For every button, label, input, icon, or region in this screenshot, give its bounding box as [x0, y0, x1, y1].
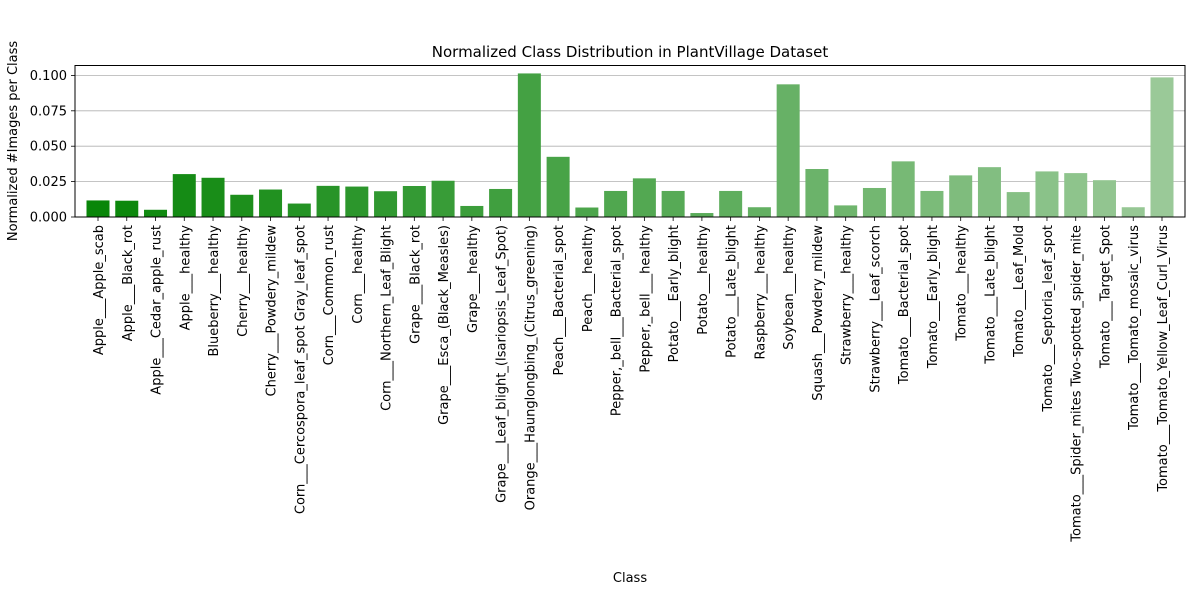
bar — [489, 188, 513, 217]
bar — [259, 189, 283, 217]
x-tick-label: Raspberry___healthy — [753, 225, 768, 360]
bar — [834, 205, 858, 217]
y-axis-label: Normalized #Images per Class — [6, 41, 21, 242]
bar — [747, 207, 771, 217]
bar — [230, 194, 254, 217]
bar — [115, 200, 139, 217]
x-tick-label: Tomato___Bacterial_spot — [897, 225, 912, 385]
x-tick-label: Apple___Black_rot — [121, 225, 136, 341]
x-tick-label: Apple___Apple_scab — [92, 225, 107, 355]
bar — [632, 178, 656, 217]
x-tick-label: Orange___Haunglongbing_(Citrus_greening) — [523, 225, 538, 510]
bar — [460, 205, 484, 217]
bar — [920, 190, 944, 217]
x-tick-label: Grape___Esca_(Black_Measles) — [437, 225, 452, 425]
bar — [345, 186, 369, 217]
bar — [891, 161, 915, 217]
x-tick-label: Potato___healthy — [696, 225, 711, 335]
x-tick-label: Strawberry___Leaf_scorch — [868, 225, 883, 393]
x-tick-label: Potato___Late_blight — [725, 225, 740, 358]
bar — [1035, 171, 1059, 217]
x-tick-label: Cherry___healthy — [236, 225, 251, 337]
x-tick-label: Blueberry___healthy — [207, 225, 222, 357]
bar — [604, 190, 628, 217]
bar — [374, 191, 398, 217]
bar — [172, 174, 196, 217]
bar — [1006, 192, 1030, 217]
x-tick-label: Pepper,_bell___Bacterial_spot — [610, 225, 625, 416]
x-axis-label: Class — [613, 571, 647, 586]
x-tick-label: Apple___Cedar_apple_rust — [150, 225, 165, 395]
bar — [144, 209, 168, 217]
x-tick-label: Apple___healthy — [178, 225, 193, 331]
y-axis: 0.000 0.025 0.050 0.075 0.100 — [30, 69, 75, 226]
x-tick-label: Grape___Black_rot — [408, 225, 423, 344]
bar — [316, 185, 340, 217]
chart-title: Normalized Class Distribution in PlantVi… — [432, 43, 829, 61]
x-tick-label: Tomato___Early_blight — [926, 225, 941, 369]
y-tick-label: 0.000 — [30, 211, 67, 226]
bar — [1092, 180, 1116, 217]
bar — [776, 84, 800, 218]
x-tick-label: Corn___healthy — [351, 225, 366, 324]
bar — [1121, 207, 1145, 217]
bar — [862, 187, 886, 217]
y-tick-label: 0.050 — [30, 140, 67, 155]
x-tick-label: Peach___Bacterial_spot — [552, 225, 567, 375]
x-tick-label: Tomato___Leaf_Mold — [1012, 225, 1027, 358]
y-tick-label: 0.025 — [30, 175, 67, 190]
bar — [661, 190, 685, 217]
x-tick-label: Tomato___Tomato_mosaic_virus — [1127, 225, 1142, 431]
x-tick-label: Tomato___Late_blight — [983, 225, 998, 365]
x-tick-label: Tomato___healthy — [955, 225, 970, 342]
bar — [949, 175, 973, 217]
bar — [517, 73, 541, 217]
x-tick-label: Corn___Common_rust — [322, 225, 337, 365]
bars — [86, 73, 1174, 218]
x-tick-label: Corn___Cercospora_leaf_spot Gray_leaf_sp… — [293, 225, 308, 514]
bar — [431, 180, 455, 217]
x-tick-label: Strawberry___healthy — [840, 225, 855, 365]
x-tick-label: Tomato___Septoria_leaf_spot — [1041, 225, 1056, 413]
x-tick-label: Potato___Early_blight — [667, 225, 682, 362]
bar — [86, 200, 110, 217]
x-tick-label: Grape___Leaf_blight_(Isariopsis_Leaf_Spo… — [495, 225, 510, 503]
y-tick-label: 0.100 — [30, 69, 67, 84]
bar — [805, 169, 829, 217]
x-tick-label: Pepper,_bell___healthy — [638, 225, 653, 373]
x-tick-label: Tomato___Target_Spot — [1098, 225, 1113, 369]
x-tick-label: Soybean___healthy — [782, 225, 797, 350]
bar — [287, 203, 311, 217]
x-tick-label: Squash___Powdery_mildew — [811, 225, 826, 401]
bar — [977, 167, 1001, 217]
bar — [719, 190, 743, 217]
x-tick-label: Tomato___Tomato_Yellow_Leaf_Curl_Virus — [1156, 225, 1171, 493]
y-tick-label: 0.075 — [30, 104, 67, 119]
bar — [575, 207, 599, 217]
bar — [690, 213, 714, 217]
x-tick-label: Cherry___Powdery_mildew — [265, 225, 280, 397]
x-axis: Apple___Apple_scab Apple___Black_rot Apple… — [92, 217, 1171, 543]
bar — [546, 156, 570, 217]
x-tick-label: Corn___Northern_Leaf_Blight — [380, 225, 395, 411]
x-tick-label: Peach___healthy — [581, 225, 596, 332]
x-tick-label: Tomato___Spider_mites Two-spotted_spider… — [1070, 225, 1085, 543]
bar — [402, 185, 426, 217]
bar — [1150, 77, 1174, 217]
plot-frame — [74, 65, 1186, 218]
x-tick-label: Grape___healthy — [466, 225, 481, 333]
bar — [1064, 173, 1088, 217]
bar — [201, 177, 225, 217]
